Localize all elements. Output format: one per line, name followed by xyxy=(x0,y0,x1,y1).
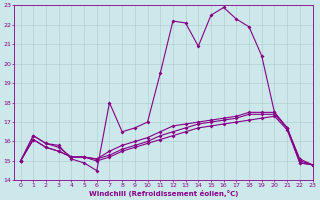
X-axis label: Windchill (Refroidissement éolien,°C): Windchill (Refroidissement éolien,°C) xyxy=(89,190,238,197)
